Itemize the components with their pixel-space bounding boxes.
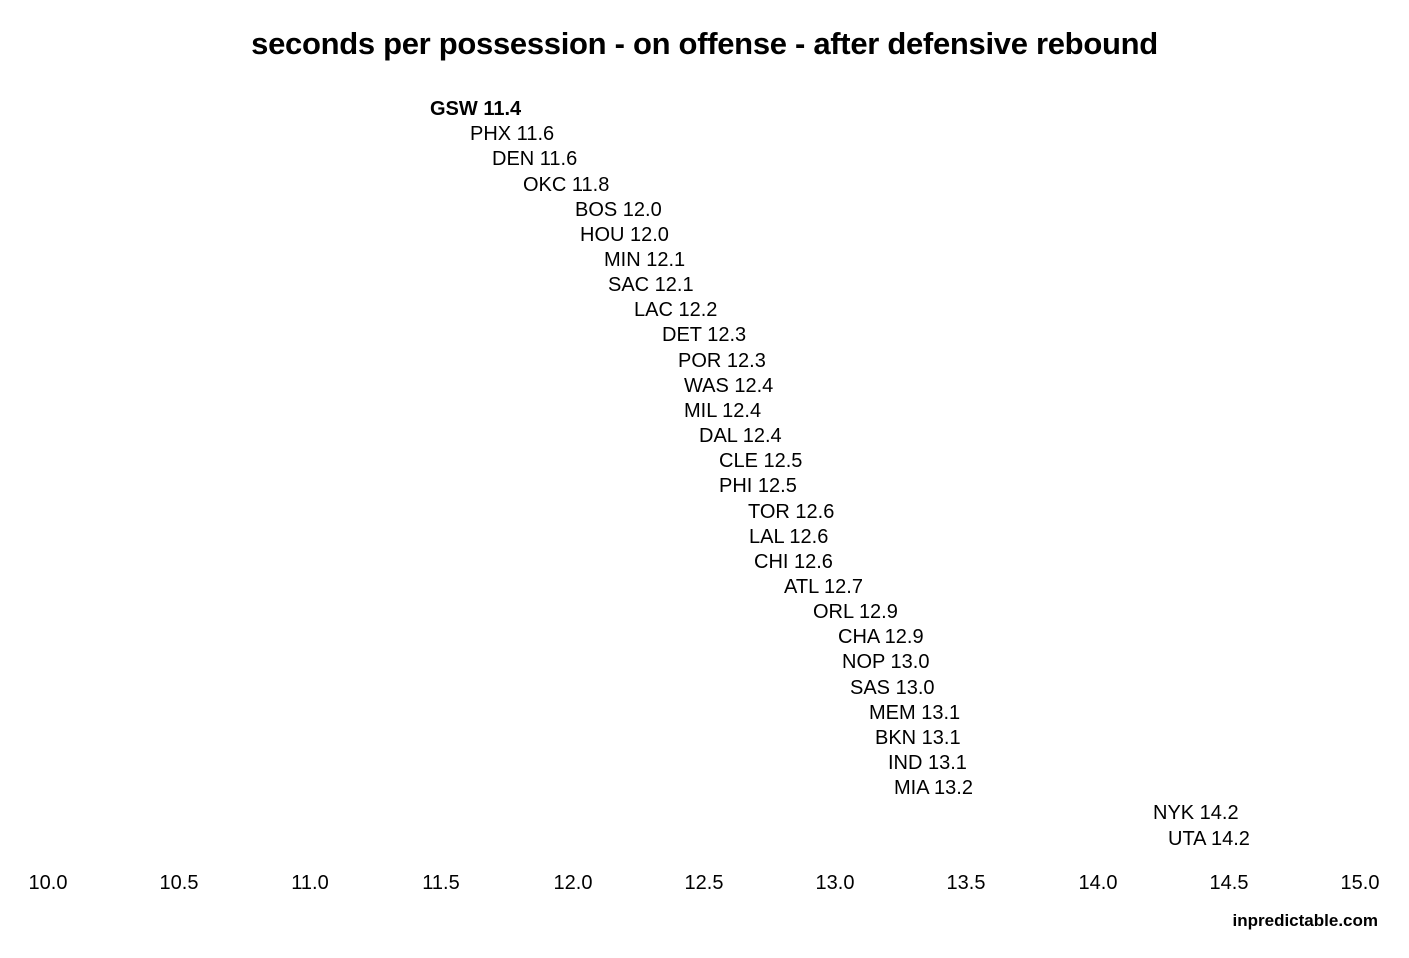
point-label-lal: LAL 12.6 — [749, 526, 829, 548]
point-label-phi: PHI 12.5 — [719, 475, 797, 497]
point-label-orl: ORL 12.9 — [813, 601, 898, 623]
point-label-lac: LAC 12.2 — [634, 299, 718, 321]
point-label-por: POR 12.3 — [678, 350, 766, 372]
point-label-okc: OKC 11.8 — [523, 174, 610, 196]
point-label-mil: MIL 12.4 — [684, 400, 762, 422]
point-label-nyk: NYK 14.2 — [1153, 802, 1239, 824]
x-tick-label: 15.0 — [1340, 872, 1380, 894]
point-label-nop: NOP 13.0 — [842, 651, 930, 673]
point-label-phx: PHX 11.6 — [470, 123, 555, 145]
point-label-cle: CLE 12.5 — [719, 450, 803, 472]
point-label-bos: BOS 12.0 — [575, 199, 662, 221]
x-tick-label: 11.0 — [291, 872, 329, 894]
point-label-det: DET 12.3 — [662, 324, 747, 346]
point-label-min: MIN 12.1 — [604, 249, 686, 271]
x-tick-label: 14.0 — [1078, 872, 1118, 894]
x-tick-label: 13.5 — [946, 872, 986, 894]
chart-title: seconds per possession - on offense - af… — [251, 26, 1158, 61]
x-tick-label: 12.0 — [553, 872, 593, 894]
point-label-den: DEN 11.6 — [492, 148, 578, 170]
point-label-bkn: BKN 13.1 — [875, 727, 961, 749]
x-tick-label: 10.0 — [28, 872, 68, 894]
point-label-sac: SAC 12.1 — [608, 274, 694, 296]
point-label-was: WAS 12.4 — [684, 375, 774, 397]
source-credit: inpredictable.com — [1232, 911, 1378, 930]
point-label-cha: CHA 12.9 — [838, 626, 924, 648]
x-tick-label: 11.5 — [422, 872, 460, 894]
point-label-mia: MIA 13.2 — [894, 777, 973, 799]
point-label-ind: IND 13.1 — [888, 752, 967, 774]
x-tick-label: 13.0 — [815, 872, 855, 894]
point-label-hou: HOU 12.0 — [580, 224, 669, 246]
point-label-sas: SAS 13.0 — [850, 677, 935, 699]
x-tick-label: 10.5 — [159, 872, 199, 894]
point-label-tor: TOR 12.6 — [748, 501, 835, 523]
x-tick-label: 12.5 — [684, 872, 724, 894]
point-label-gsw: GSW 11.4 — [430, 98, 522, 120]
point-label-mem: MEM 13.1 — [869, 702, 961, 724]
point-label-dal: DAL 12.4 — [699, 425, 782, 447]
x-tick-label: 14.5 — [1209, 872, 1249, 894]
point-label-atl: ATL 12.7 — [784, 576, 863, 598]
point-label-chi: CHI 12.6 — [754, 551, 833, 573]
point-label-uta: UTA 14.2 — [1168, 828, 1250, 850]
